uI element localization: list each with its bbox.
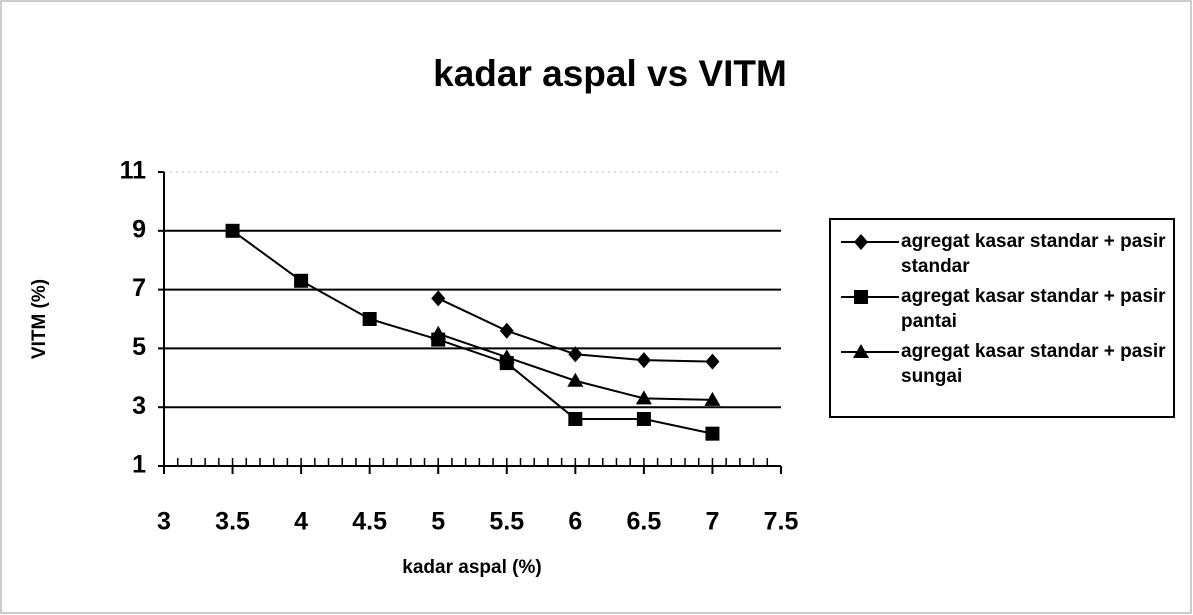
marker bbox=[636, 352, 651, 369]
marker bbox=[705, 426, 720, 441]
marker bbox=[635, 390, 652, 405]
series-line bbox=[437, 332, 713, 401]
chart-title: kadar aspal vs VITM bbox=[433, 53, 787, 94]
y-tick-label: 7 bbox=[132, 274, 146, 302]
legend-item: agregat kasar standar + pasir pantai bbox=[837, 285, 1167, 334]
marker bbox=[431, 290, 446, 307]
x-tick-label: 6.5 bbox=[627, 508, 662, 536]
legend: agregat kasar standar + pasir standar agr… bbox=[829, 218, 1175, 418]
marker bbox=[499, 322, 514, 339]
x-tick-label: 4 bbox=[294, 508, 308, 536]
marker bbox=[854, 234, 868, 250]
marker bbox=[294, 273, 309, 288]
y-tick-label: 3 bbox=[132, 392, 146, 420]
x-tick-label: 6 bbox=[568, 508, 582, 536]
legend-label: agregat kasar standar + pasir pantai bbox=[901, 286, 1166, 332]
x-tick-label: 7 bbox=[705, 508, 719, 536]
x-tick-label: 5 bbox=[431, 508, 445, 536]
marker bbox=[567, 372, 584, 387]
marker bbox=[225, 223, 240, 238]
marker bbox=[568, 346, 583, 363]
x-axis-label: kadar aspal (%) bbox=[402, 557, 541, 578]
marker bbox=[705, 353, 720, 370]
marker bbox=[498, 349, 515, 364]
marker bbox=[636, 411, 651, 426]
marker bbox=[704, 391, 721, 406]
x-tick-label: 3 bbox=[157, 508, 171, 536]
series-line bbox=[231, 229, 713, 435]
legend-symbol bbox=[841, 344, 899, 358]
y-tick-label: 1 bbox=[132, 451, 146, 479]
legend-label: agregat kasar standar + pasir sungai bbox=[901, 341, 1166, 387]
x-tick-label: 7.5 bbox=[764, 508, 799, 536]
x-tick-label: 4.5 bbox=[352, 508, 387, 536]
y-tick-label: 9 bbox=[132, 215, 146, 243]
y-axis-label: VITM (%) bbox=[29, 279, 50, 359]
legend-symbol bbox=[841, 234, 899, 250]
x-tick-label: 3.5 bbox=[215, 508, 250, 536]
marker bbox=[853, 344, 869, 358]
x-tick-label: 5.5 bbox=[489, 508, 524, 536]
marker bbox=[362, 312, 377, 326]
legend-item: agregat kasar standar + pasir sungai bbox=[837, 340, 1167, 389]
marker bbox=[430, 325, 447, 340]
legend-symbol bbox=[841, 290, 899, 304]
marker bbox=[568, 411, 583, 426]
legend-item: agregat kasar standar + pasir standar bbox=[837, 230, 1167, 279]
marker bbox=[854, 290, 868, 304]
legend-label: agregat kasar standar + pasir standar bbox=[901, 231, 1166, 277]
y-tick-label: 11 bbox=[120, 157, 147, 185]
y-tick-label: 5 bbox=[132, 333, 146, 361]
